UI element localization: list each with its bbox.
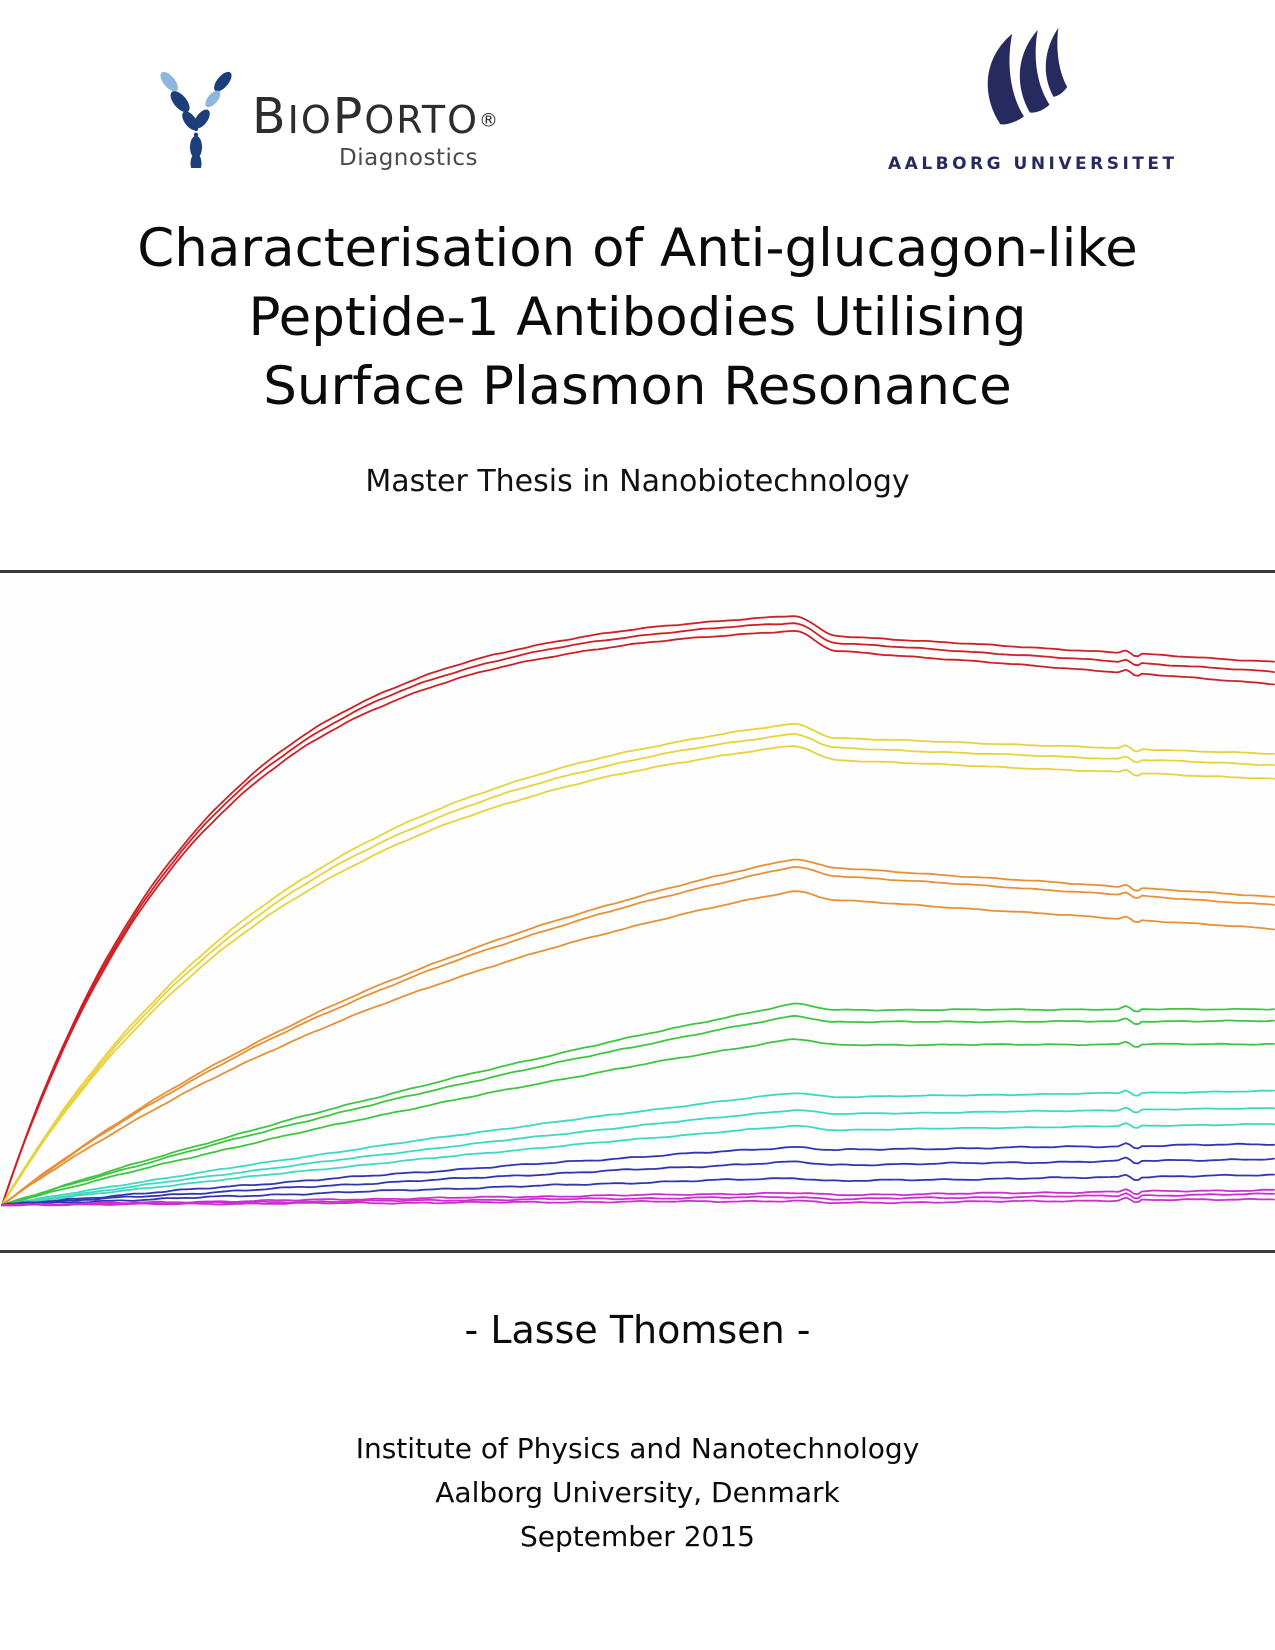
- aau-swirl-icon: [987, 27, 1068, 125]
- institute-block: Institute of Physics and Nanotechnology …: [0, 1427, 1275, 1559]
- wordmark-part: B: [252, 88, 288, 145]
- chart-top-rule: [0, 570, 1275, 573]
- thesis-title: Characterisation of Anti-glucagon-like P…: [0, 214, 1275, 421]
- sensorgram-svg: [1, 615, 1275, 1207]
- wordmark-part: IO: [287, 98, 333, 142]
- wordmark-part: ORTO: [364, 98, 479, 142]
- bioporto-text-block: BIOPORTO® Diagnostics: [252, 58, 498, 171]
- aalborg-logo: AALBORG UNIVERSITET: [888, 24, 1178, 174]
- title-line: Peptide-1 Antibodies Utilising: [248, 287, 1027, 348]
- antibody-icon: [160, 71, 232, 168]
- aalborg-label: AALBORG UNIVERSITET: [888, 154, 1178, 174]
- bioporto-wordmark: BIOPORTO®: [252, 92, 498, 141]
- registered-mark: ®: [478, 109, 498, 132]
- chart-bottom-rule: [0, 1250, 1275, 1253]
- bioporto-logo: BIOPORTO® Diagnostics: [152, 58, 498, 171]
- thesis-subtitle: Master Thesis in Nanobiotechnology: [365, 464, 910, 499]
- institute-line: September 2015: [520, 1520, 755, 1553]
- title-line: Surface Plasmon Resonance: [263, 356, 1012, 417]
- title-line: Characterisation of Anti-glucagon-like: [137, 218, 1138, 279]
- wordmark-part: P: [332, 88, 365, 145]
- bioporto-tagline: Diagnostics: [339, 145, 478, 171]
- sensorgram-chart: [0, 570, 1275, 1253]
- institute-line: Aalborg University, Denmark: [435, 1476, 840, 1509]
- institute-line: Institute of Physics and Nanotechnology: [355, 1432, 920, 1465]
- author-name: - Lasse Thomsen -: [464, 1308, 811, 1352]
